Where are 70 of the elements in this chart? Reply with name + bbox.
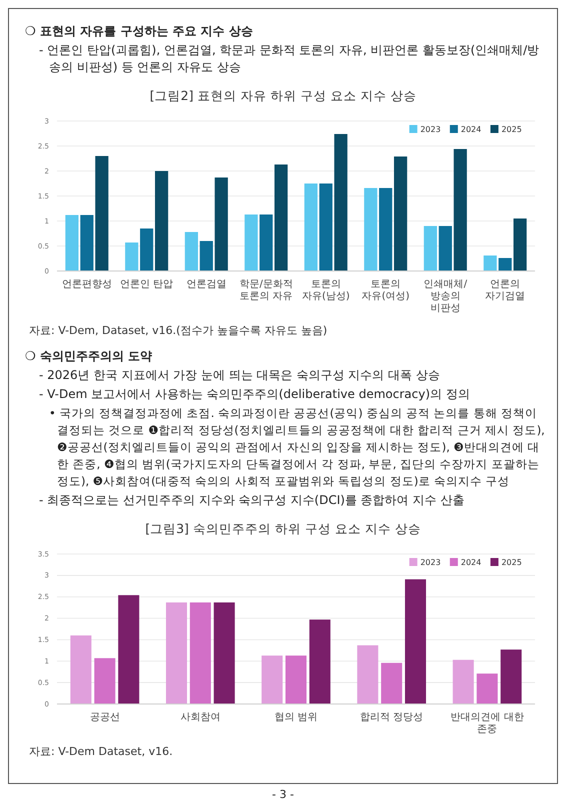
bar bbox=[214, 178, 228, 271]
bar bbox=[70, 635, 92, 704]
bar bbox=[309, 620, 330, 704]
bar bbox=[184, 232, 198, 271]
bar bbox=[381, 662, 402, 704]
legend-label: 2024 bbox=[460, 124, 482, 134]
legend-label: 2023 bbox=[420, 558, 441, 567]
bar bbox=[304, 184, 318, 271]
text: - 언론인 탄압(괴롭힘), 언론검열, 학문과 문화적 토론의 자유, 비판언론 활동보장(인쇄매체/방송의 비판성) 등 언론의 자유도 상승 bbox=[38, 42, 540, 76]
bar bbox=[476, 674, 498, 704]
x-tick-label: 언론검열 bbox=[186, 279, 226, 290]
bar bbox=[65, 215, 79, 271]
bar bbox=[95, 156, 108, 271]
text: ❍ 표현의 자유를 구성하는 주요 지수 상승 bbox=[25, 23, 254, 40]
legend-label: 2024 bbox=[460, 558, 482, 567]
bar bbox=[394, 156, 408, 271]
bar bbox=[285, 656, 307, 704]
x-tick-label: 토론의 자유(여성) bbox=[362, 279, 410, 302]
x-tick-label: 반대의견에 대한 존중 bbox=[450, 712, 524, 735]
chart-title: [그림3] 숙의민주주의 하위 구성 요소 지수 상승 bbox=[144, 521, 422, 538]
text: 자료: V-Dem, Dataset, v16.(점수가 높을수록 자유도 높음) bbox=[29, 323, 328, 338]
bar bbox=[454, 149, 467, 271]
text: • 국가의 정책결정과정에 초점. 숙의과정이란 공공선(공익) 중심의 공적 논의를 통해 정책이 결정되는 것으로 ❶합리적 정당성(정치엘리트들의 공공정책에 대한 합리적 근거 제시 정도), ❷공공선(정치엘리트들이 공익의 관점에서 자신의 입장을 제시하는 정도), ❸반대의견에 대한 존중, ❹협의 범위(국가지도자의 단독결정에서 각 정파, 부문, 집단의 수장까지 포괄하는 정도), ❺사회참여(대중적 숙의의 사회적 포괄범위와 독립성의 정도)로 숙의지수 구성 bbox=[48, 405, 546, 490]
bar bbox=[200, 241, 213, 271]
bar bbox=[319, 184, 332, 271]
bar bbox=[513, 218, 527, 271]
text: 자료: V-Dem Dataset, v16. bbox=[29, 744, 174, 759]
text: - 2026년 한국 지표에서 가장 눈에 띄는 대목은 숙의구성 지수의 대폭 상승 bbox=[38, 367, 441, 384]
x-tick-label: 토론의 자유(남성) bbox=[302, 279, 350, 302]
text: - 3 - bbox=[271, 788, 295, 800]
legend-label: 2023 bbox=[420, 124, 441, 134]
x-tick-label: 공공선 bbox=[90, 712, 120, 723]
text: ❍ 숙의민주주의의 도약 bbox=[25, 348, 154, 365]
text: - V-Dem 보고서에서 사용하는 숙의민주주의(deliberative democracy)의 정의 bbox=[38, 386, 471, 403]
x-tick-label: 학문/문화적 토론의 자유 bbox=[239, 279, 293, 302]
bar bbox=[125, 242, 138, 271]
text: - 최종적으로는 선거민주주의 지수와 숙의구성 지수(DCI)를 종합하여 지수 산출 bbox=[38, 492, 466, 509]
bar bbox=[424, 226, 438, 271]
bar bbox=[404, 579, 426, 704]
x-tick-label: 인쇄매체/방송의 비판성 bbox=[424, 279, 468, 314]
bar bbox=[274, 164, 288, 271]
bar bbox=[166, 602, 188, 704]
bar bbox=[452, 660, 474, 704]
x-tick-label: 협의 범위 bbox=[274, 712, 318, 723]
bar bbox=[262, 656, 283, 704]
bar bbox=[364, 188, 378, 271]
bar bbox=[118, 595, 140, 704]
bar bbox=[334, 134, 348, 271]
x-tick-label: 언론의 자기검열 bbox=[485, 279, 526, 302]
bar bbox=[498, 258, 512, 271]
bar bbox=[260, 214, 273, 271]
bar bbox=[154, 171, 168, 271]
bar bbox=[80, 215, 94, 271]
bar bbox=[379, 188, 392, 271]
bar bbox=[357, 645, 378, 704]
legend-label: 2025 bbox=[501, 558, 522, 567]
bar bbox=[484, 256, 497, 271]
bar bbox=[438, 226, 452, 271]
x-tick-label: 합리적 정당성 bbox=[360, 712, 424, 723]
chart-title: [그림2] 표현의 자유 하위 구성 요소 지수 상승 bbox=[148, 88, 418, 105]
x-tick-label: 언론편향성 bbox=[62, 279, 112, 290]
legend-label: 2025 bbox=[501, 124, 522, 134]
x-tick-label: 언론인 탄압 bbox=[120, 279, 174, 290]
x-tick-label: 사회참여 bbox=[180, 712, 220, 723]
bar bbox=[190, 602, 211, 704]
bar bbox=[214, 602, 235, 704]
bar bbox=[244, 214, 258, 271]
bar bbox=[140, 228, 154, 271]
bar bbox=[94, 658, 116, 704]
bar bbox=[500, 650, 522, 704]
